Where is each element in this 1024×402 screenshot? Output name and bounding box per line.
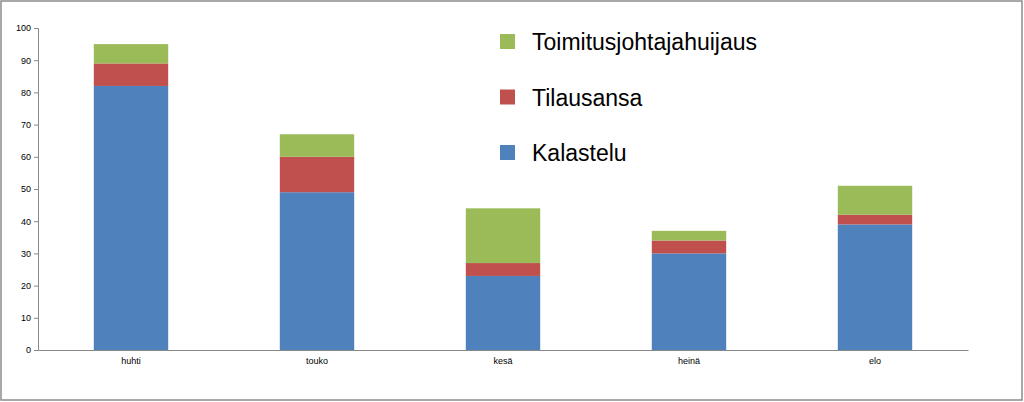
y-tick-label: 90 [21, 56, 31, 66]
y-axis-line [34, 29, 39, 351]
y-tick-label: 60 [21, 152, 31, 162]
bar [280, 134, 354, 157]
x-tick: elo [869, 350, 881, 366]
y-tick-mark [34, 286, 38, 287]
bar [466, 263, 540, 276]
legend-label: Tilausansa [532, 85, 643, 111]
y-tick: 10 [21, 313, 38, 323]
y-tick: 20 [21, 281, 38, 291]
y-tick-label: 70 [21, 120, 31, 130]
bar [652, 241, 726, 254]
legend-label: Toimitusjohtajahuijaus [532, 29, 757, 55]
x-axis: huhti touko kesä heinä elo [39, 350, 969, 366]
bar [838, 186, 912, 215]
bar [280, 192, 354, 350]
y-tick: 80 [21, 88, 38, 98]
x-tick-label: huhti [121, 356, 141, 366]
x-tick: huhti [121, 350, 141, 366]
bar [838, 215, 912, 225]
legend-swatch [500, 90, 515, 105]
plot: 0 10 20 30 40 50 60 70 80 90 100 huhti touko kesä hein… [16, 23, 969, 366]
legend-swatch [500, 145, 515, 160]
bar [94, 44, 168, 63]
y-tick-mark [34, 221, 38, 222]
x-axis-line [39, 350, 969, 351]
legend: Toimitusjohtajahuijaus Tilausansa Kalastel… [500, 29, 757, 166]
x-tick-label: heinä [678, 356, 700, 366]
y-tick-label: 30 [21, 249, 31, 259]
x-tick: heinä [678, 350, 700, 366]
x-tick: touko [306, 350, 328, 366]
y-tick-label: 0 [26, 345, 31, 355]
legend-item: Tilausansa [500, 85, 643, 111]
y-tick-mark [34, 350, 38, 351]
y-tick-label: 40 [21, 217, 31, 227]
x-tick: kesä [493, 350, 512, 366]
y-tick-mark [34, 28, 38, 29]
bar [94, 86, 168, 350]
y-tick-mark [34, 125, 38, 126]
y-tick: 70 [21, 120, 38, 130]
y-tick: 60 [21, 152, 38, 162]
bar [280, 157, 354, 192]
chart-frame [1, 1, 1022, 400]
y-tick-label: 20 [21, 281, 31, 291]
y-tick-mark [34, 157, 38, 158]
y-tick-label: 10 [21, 313, 31, 323]
legend-swatch [500, 34, 515, 49]
x-tick-label: elo [869, 356, 881, 366]
bars [94, 44, 912, 350]
legend-label: Kalastelu [532, 140, 627, 166]
x-tick-label: kesä [493, 356, 512, 366]
bar [838, 224, 912, 350]
y-tick: 90 [21, 56, 38, 66]
y-tick: 100 [16, 23, 38, 33]
y-tick: 40 [21, 217, 38, 227]
y-tick-label: 100 [16, 23, 31, 33]
bar [466, 208, 540, 263]
y-tick: 50 [21, 184, 38, 194]
bar [466, 276, 540, 350]
legend-item: Kalastelu [500, 140, 627, 166]
chart: 0 10 20 30 40 50 60 70 80 90 100 huhti touko kesä hein… [0, 0, 1024, 402]
y-tick-mark [34, 253, 38, 254]
y-tick-label: 50 [21, 184, 31, 194]
y-tick-label: 80 [21, 88, 31, 98]
bar [652, 231, 726, 241]
y-tick-mark [34, 92, 38, 93]
x-tick-label: touko [306, 356, 328, 366]
bar [94, 63, 168, 86]
legend-item: Toimitusjohtajahuijaus [500, 29, 757, 55]
y-tick-mark [34, 189, 38, 190]
bar [652, 253, 726, 350]
y-tick: 0 [26, 345, 38, 355]
y-tick: 30 [21, 249, 38, 259]
y-tick-mark [34, 60, 38, 61]
y-tick-mark [34, 318, 38, 319]
y-axis: 0 10 20 30 40 50 60 70 80 90 100 [16, 23, 39, 355]
